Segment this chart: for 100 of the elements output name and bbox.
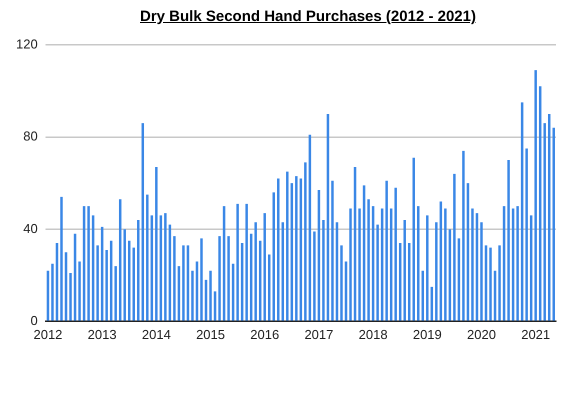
bar (380, 208, 384, 321)
bar (530, 215, 532, 321)
x-tick-label: 2014 (142, 326, 171, 342)
bar (340, 245, 343, 321)
bar (354, 166, 356, 321)
bar (164, 213, 167, 321)
bar (304, 162, 307, 321)
bar (123, 229, 126, 321)
bar (282, 222, 284, 321)
bar (444, 208, 447, 321)
bar (476, 213, 478, 321)
bar (155, 166, 158, 321)
bar (240, 243, 244, 321)
bar (318, 190, 320, 321)
bar (254, 222, 257, 321)
bar (96, 245, 99, 321)
bar (412, 158, 415, 321)
bar (403, 220, 406, 321)
bar (182, 245, 185, 321)
bar (440, 202, 442, 321)
bar (78, 261, 81, 321)
bar (268, 254, 270, 321)
y-tick-label: 80 (23, 128, 38, 144)
bar (480, 222, 483, 321)
bar (132, 248, 135, 321)
bar (114, 266, 117, 321)
bar (362, 185, 366, 321)
bar (300, 178, 302, 321)
bar (245, 204, 248, 321)
bar (56, 243, 58, 321)
bar (160, 215, 162, 321)
bar (430, 286, 434, 321)
bar (398, 243, 402, 321)
bar (525, 148, 528, 321)
bar (196, 261, 198, 321)
bar (214, 291, 216, 321)
bar (322, 220, 325, 321)
x-tick-label: 2018 (358, 326, 388, 342)
bar (64, 252, 68, 321)
bar (168, 224, 172, 321)
chart-title: Dry Bulk Second Hand Purchases (2012 - 2021) (139, 8, 477, 25)
bar (178, 266, 180, 321)
bar (232, 264, 234, 321)
bar (286, 172, 289, 321)
bar (146, 194, 149, 321)
bar (100, 226, 104, 321)
bar (82, 206, 86, 321)
bar (46, 270, 50, 321)
bar (204, 280, 208, 321)
bar (110, 240, 112, 321)
bar (222, 206, 226, 321)
bar (534, 70, 537, 321)
x-tick-label: 2015 (196, 326, 225, 342)
x-tick-label: 2012 (33, 326, 62, 342)
bar (150, 215, 154, 321)
bar (218, 236, 221, 321)
bar (186, 245, 190, 321)
bar (137, 220, 140, 321)
bar (394, 188, 397, 321)
bar (426, 215, 429, 321)
bar (466, 183, 470, 321)
x-tick-label: 2020 (467, 326, 496, 342)
bar (128, 240, 130, 321)
bar (263, 213, 266, 321)
bar (417, 206, 420, 321)
x-tick-label: 2013 (88, 326, 117, 342)
bar (349, 208, 352, 321)
y-tick-label: 120 (16, 36, 38, 52)
bar (277, 178, 280, 321)
bar (336, 222, 338, 321)
bar (548, 114, 550, 321)
bar (498, 245, 501, 321)
bar (272, 192, 275, 321)
bar (74, 234, 76, 321)
bar (51, 264, 54, 321)
bar (105, 250, 108, 321)
bar (326, 114, 330, 321)
bar (313, 232, 316, 321)
bar (372, 206, 374, 321)
x-tick-label: 2019 (412, 326, 442, 342)
bar (250, 234, 252, 321)
bar (258, 240, 262, 321)
x-tick-label: 2017 (304, 326, 334, 342)
bar (422, 270, 424, 321)
bar (458, 238, 460, 321)
bar (227, 236, 230, 321)
bar (471, 208, 474, 321)
bar (408, 243, 410, 321)
bar (173, 236, 176, 321)
bar (390, 208, 392, 321)
bar (69, 272, 72, 321)
bar (520, 102, 524, 321)
bar (308, 134, 312, 321)
bar (367, 199, 370, 321)
bar (191, 270, 194, 321)
bar (462, 150, 465, 321)
bar (435, 222, 438, 321)
bar (376, 224, 379, 321)
bar (494, 270, 496, 321)
bar (87, 206, 90, 321)
